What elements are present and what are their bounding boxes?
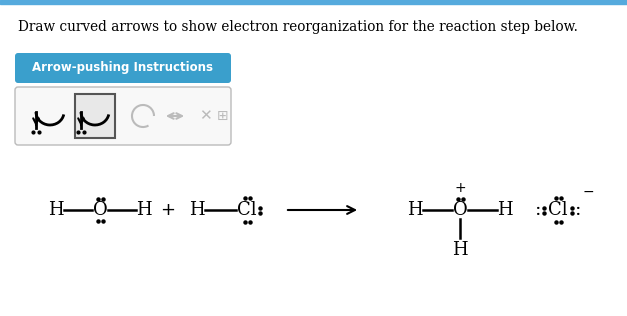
FancyBboxPatch shape <box>15 87 231 145</box>
Text: Cl: Cl <box>237 201 257 219</box>
Text: H: H <box>189 201 205 219</box>
Text: :: : <box>535 201 541 219</box>
Text: H: H <box>497 201 513 219</box>
Text: H: H <box>48 201 64 219</box>
FancyBboxPatch shape <box>15 53 231 83</box>
Text: H: H <box>407 201 423 219</box>
Text: :: : <box>575 201 581 219</box>
Text: O: O <box>93 201 107 219</box>
Text: ✕: ✕ <box>199 108 211 124</box>
Text: +: + <box>454 181 466 195</box>
Text: ⊞: ⊞ <box>217 109 229 123</box>
Text: −: − <box>582 185 594 199</box>
Text: Draw curved arrows to show electron reorganization for the reaction step below.: Draw curved arrows to show electron reor… <box>18 20 578 34</box>
Text: H: H <box>452 241 468 259</box>
Bar <box>0 0 627 4</box>
Text: Arrow-pushing Instructions: Arrow-pushing Instructions <box>33 62 214 75</box>
Text: H: H <box>136 201 152 219</box>
FancyBboxPatch shape <box>75 94 115 138</box>
Text: O: O <box>453 201 467 219</box>
Text: +: + <box>161 201 176 219</box>
Text: Cl: Cl <box>548 201 568 219</box>
